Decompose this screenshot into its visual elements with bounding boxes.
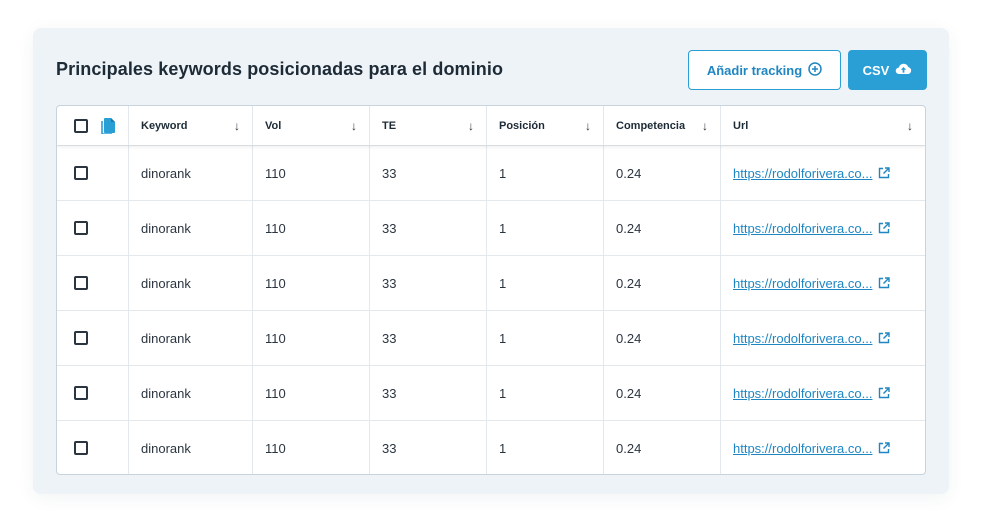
- column-header-label: TE: [382, 119, 397, 132]
- column-header-url[interactable]: Url ↓: [721, 106, 925, 145]
- posicion-cell: 1: [487, 146, 604, 200]
- csv-label: CSV: [862, 62, 890, 78]
- column-header-label: Vol: [265, 119, 282, 132]
- column-header-vol[interactable]: Vol ↓: [253, 106, 370, 145]
- column-header-label: Competencia: [616, 119, 686, 132]
- posicion-cell: 1: [487, 256, 604, 310]
- add-tracking-label: Añadir tracking: [706, 62, 803, 78]
- competencia-cell: 0.24: [604, 311, 721, 365]
- url-cell: https://rodolforivera.co...: [721, 421, 925, 474]
- competencia-cell: 0.24: [604, 146, 721, 200]
- url-link[interactable]: https://rodolforivera.co...: [733, 165, 873, 181]
- table-row: dinorank 110 33 1 0.24 https://rodolfori…: [57, 420, 925, 474]
- posicion-cell: 1: [487, 311, 604, 365]
- external-link-icon[interactable]: [878, 222, 891, 234]
- column-header-keyword[interactable]: Keyword ↓: [129, 106, 253, 145]
- column-header-te[interactable]: TE ↓: [370, 106, 487, 145]
- vol-cell: 110: [253, 256, 370, 310]
- vol-cell: 110: [253, 421, 370, 474]
- keyword-cell: dinorank: [129, 201, 253, 255]
- external-link-icon[interactable]: [878, 277, 891, 289]
- sort-down-arrow-icon[interactable]: ↓: [907, 118, 913, 133]
- te-cell: 33: [370, 146, 487, 200]
- sort-down-arrow-icon[interactable]: ↓: [585, 118, 591, 133]
- row-select-cell: [57, 256, 129, 310]
- url-link[interactable]: https://rodolforivera.co...: [733, 275, 873, 291]
- keyword-cell: dinorank: [129, 256, 253, 310]
- external-link-icon[interactable]: [878, 387, 891, 399]
- competencia-cell: 0.24: [604, 201, 721, 255]
- header-select-cell: [57, 106, 129, 145]
- column-header-competencia[interactable]: Competencia ↓: [604, 106, 721, 145]
- keyword-cell: dinorank: [129, 311, 253, 365]
- table-row: dinorank 110 33 1 0.24 https://rodolfori…: [57, 255, 925, 310]
- url-cell: https://rodolforivera.co...: [721, 146, 925, 200]
- cloud-upload-icon: [895, 62, 912, 78]
- te-cell: 33: [370, 311, 487, 365]
- url-cell: https://rodolforivera.co...: [721, 256, 925, 310]
- page-title: Principales keywords posicionadas para e…: [56, 59, 504, 79]
- table-row: dinorank 110 33 1 0.24 https://rodolfori…: [57, 310, 925, 365]
- posicion-cell: 1: [487, 366, 604, 420]
- te-cell: 33: [370, 256, 487, 310]
- external-link-icon[interactable]: [878, 442, 891, 454]
- row-checkbox[interactable]: [74, 276, 88, 290]
- select-all-checkbox[interactable]: [74, 118, 88, 133]
- row-checkbox[interactable]: [74, 441, 88, 455]
- vol-cell: 110: [253, 366, 370, 420]
- te-cell: 33: [370, 366, 487, 420]
- te-cell: 33: [370, 421, 487, 474]
- keyword-cell: dinorank: [129, 366, 253, 420]
- sort-down-arrow-icon[interactable]: ↓: [702, 118, 708, 133]
- url-cell: https://rodolforivera.co...: [721, 201, 925, 255]
- url-cell: https://rodolforivera.co...: [721, 311, 925, 365]
- row-checkbox[interactable]: [74, 331, 88, 345]
- sort-down-arrow-icon[interactable]: ↓: [351, 118, 357, 133]
- sort-down-arrow-icon[interactable]: ↓: [234, 118, 240, 133]
- sort-down-arrow-icon[interactable]: ↓: [468, 118, 474, 133]
- posicion-cell: 1: [487, 201, 604, 255]
- url-link[interactable]: https://rodolforivera.co...: [733, 220, 873, 236]
- row-checkbox[interactable]: [74, 166, 88, 180]
- table-row: dinorank 110 33 1 0.24 https://rodolfori…: [57, 365, 925, 420]
- external-link-icon[interactable]: [878, 332, 891, 344]
- competencia-cell: 0.24: [604, 256, 721, 310]
- table-header-row: Keyword ↓ Vol ↓ TE ↓ Posición ↓ Competen…: [57, 106, 925, 145]
- column-header-posicion[interactable]: Posición ↓: [487, 106, 604, 145]
- copy-icon[interactable]: [101, 117, 116, 134]
- url-cell: https://rodolforivera.co...: [721, 366, 925, 420]
- row-select-cell: [57, 311, 129, 365]
- column-header-label: Keyword: [141, 119, 188, 132]
- competencia-cell: 0.24: [604, 366, 721, 420]
- row-select-cell: [57, 421, 129, 474]
- te-cell: 33: [370, 201, 487, 255]
- vol-cell: 110: [253, 146, 370, 200]
- keywords-table: Keyword ↓ Vol ↓ TE ↓ Posición ↓ Competen…: [56, 105, 926, 475]
- keywords-panel: Principales keywords posicionadas para e…: [33, 28, 949, 494]
- url-link[interactable]: https://rodolforivera.co...: [733, 440, 873, 456]
- vol-cell: 110: [253, 311, 370, 365]
- csv-export-button[interactable]: CSV: [848, 50, 927, 90]
- url-link[interactable]: https://rodolforivera.co...: [733, 385, 873, 401]
- url-link[interactable]: https://rodolforivera.co...: [733, 330, 873, 346]
- row-select-cell: [57, 366, 129, 420]
- external-link-icon[interactable]: [878, 167, 891, 179]
- vol-cell: 110: [253, 201, 370, 255]
- column-header-label: Posición: [499, 119, 545, 132]
- add-tracking-button[interactable]: Añadir tracking: [688, 50, 841, 90]
- row-select-cell: [57, 146, 129, 200]
- table-row: dinorank 110 33 1 0.24 https://rodolfori…: [57, 200, 925, 255]
- posicion-cell: 1: [487, 421, 604, 474]
- table-row: dinorank 110 33 1 0.24 https://rodolfori…: [57, 145, 925, 200]
- keyword-cell: dinorank: [129, 146, 253, 200]
- plus-circle-icon: [808, 61, 822, 79]
- column-header-label: Url: [733, 119, 749, 132]
- row-checkbox[interactable]: [74, 386, 88, 400]
- competencia-cell: 0.24: [604, 421, 721, 474]
- keyword-cell: dinorank: [129, 421, 253, 474]
- row-select-cell: [57, 201, 129, 255]
- row-checkbox[interactable]: [74, 221, 88, 235]
